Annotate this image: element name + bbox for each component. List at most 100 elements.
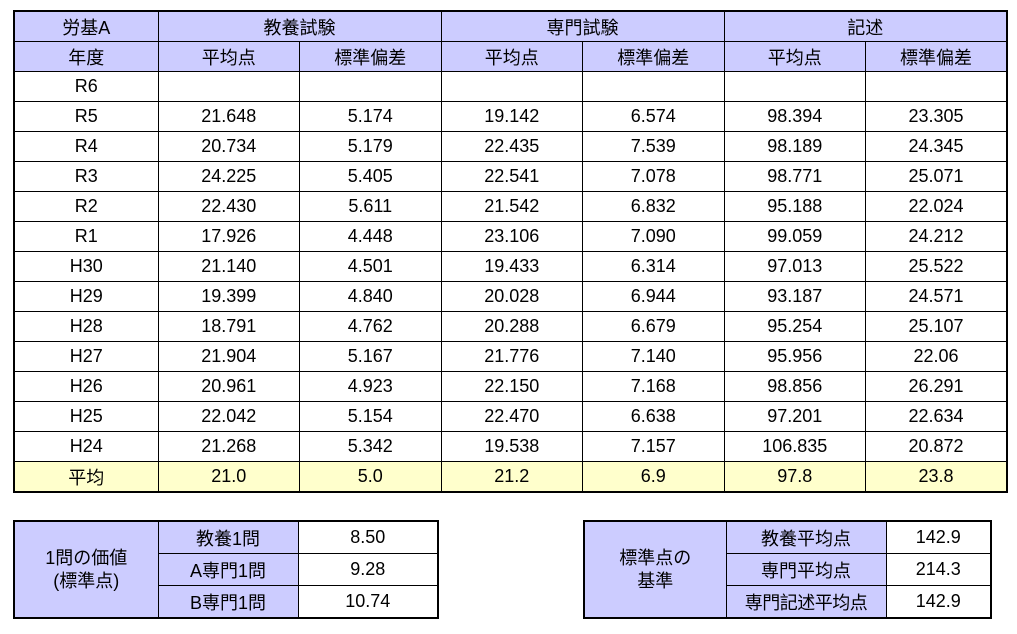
table-row: R4 20.734 5.179 22.435 7.539 98.189 24.345: [13, 131, 1008, 162]
table-row: H28 18.791 4.762 20.288 6.679 95.254 25.107: [13, 311, 1008, 342]
year-cell: H25: [13, 401, 159, 432]
value-cell: 4.840: [299, 281, 442, 312]
value-cell: 20.288: [440, 311, 583, 342]
value-cell: 7.140: [582, 341, 725, 372]
group-header-row: 労基A 教養試験 専門試験 記述: [13, 10, 1008, 42]
value-cell: 24.212: [865, 221, 1008, 252]
row-label: 専門平均点: [725, 553, 887, 586]
sub-header-mean-2: 平均点: [723, 41, 866, 72]
value-cell: 7.157: [582, 431, 725, 462]
group-header-senmon: 専門試験: [440, 10, 725, 42]
average-value: 5.0: [299, 461, 442, 493]
table-row: H30 21.140 4.501 19.433 6.314 97.013 25.522: [13, 251, 1008, 282]
value-cell: 95.956: [723, 341, 866, 372]
year-cell: R5: [13, 101, 159, 132]
table-row: H25 22.042 5.154 22.470 6.638 97.201 22.634: [13, 401, 1008, 432]
value-cell: [157, 71, 300, 102]
value-cell: 98.856: [723, 371, 866, 402]
value-cell: [723, 71, 866, 102]
value-cell: 4.923: [299, 371, 442, 402]
row-value: 142.9: [885, 585, 992, 619]
value-cell: 5.174: [299, 101, 442, 132]
value-cell: 98.189: [723, 131, 866, 162]
value-cell: 98.394: [723, 101, 866, 132]
corner-title: 労基A: [13, 10, 159, 42]
year-cell: H24: [13, 431, 159, 462]
value-cell: 97.013: [723, 251, 866, 282]
value-cell: 23.106: [440, 221, 583, 252]
value-cell: 21.648: [157, 101, 300, 132]
year-cell: R2: [13, 191, 159, 222]
value-cell: 5.342: [299, 431, 442, 462]
value-cell: 18.791: [157, 311, 300, 342]
question-value-title-line2: (標準点): [53, 570, 120, 591]
value-cell: 22.06: [865, 341, 1008, 372]
value-cell: 5.179: [299, 131, 442, 162]
table-row: R1 17.926 4.448 23.106 7.090 99.059 24.212: [13, 221, 1008, 252]
question-value-table: 1問の価値 (標準点) 教養1問 8.50 A専門1問 9.28 B専門1問 1…: [13, 520, 439, 619]
sub-header-sd-2: 標準偏差: [865, 41, 1008, 72]
table-row: 専門平均点 214.3: [584, 553, 992, 586]
row-label: B専門1問: [157, 585, 299, 619]
value-cell: 19.433: [440, 251, 583, 282]
table-row: 標準点の 基準 教養平均点 142.9: [583, 520, 992, 619]
value-cell: 106.835: [723, 431, 866, 462]
value-cell: [440, 71, 583, 102]
value-cell: 7.078: [582, 161, 725, 192]
value-cell: 19.538: [440, 431, 583, 462]
value-cell: 25.522: [865, 251, 1008, 282]
value-cell: 20.028: [440, 281, 583, 312]
table-row: H29 19.399 4.840 20.028 6.944 93.187 24.571: [13, 281, 1008, 312]
value-cell: 6.944: [582, 281, 725, 312]
table-row: R5 21.648 5.174 19.142 6.574 98.394 23.305: [13, 101, 1008, 132]
row-value: 9.28: [297, 553, 439, 586]
row-value: 142.9: [885, 520, 992, 554]
sub-header-sd-0: 標準偏差: [299, 41, 442, 72]
row-label: A専門1問: [157, 553, 299, 586]
year-cell: H29: [13, 281, 159, 312]
year-cell: H26: [13, 371, 159, 402]
value-cell: 22.634: [865, 401, 1008, 432]
value-cell: 7.168: [582, 371, 725, 402]
row-value: 10.74: [297, 585, 439, 619]
value-cell: 6.314: [582, 251, 725, 282]
table-row: H26 20.961 4.923 22.150 7.168 98.856 26.291: [13, 371, 1008, 402]
question-value-title: 1問の価値 (標準点): [13, 520, 159, 619]
value-cell: 95.254: [723, 311, 866, 342]
value-cell: 4.448: [299, 221, 442, 252]
year-cell: H28: [13, 311, 159, 342]
value-cell: 97.201: [723, 401, 866, 432]
value-cell: 5.611: [299, 191, 442, 222]
value-cell: 93.187: [723, 281, 866, 312]
sub-header-mean-1: 平均点: [440, 41, 583, 72]
value-cell: 6.638: [582, 401, 725, 432]
value-cell: 22.430: [157, 191, 300, 222]
table-row: 専門記述平均点 142.9: [584, 585, 992, 619]
sub-header-mean-0: 平均点: [157, 41, 300, 72]
value-cell: 5.405: [299, 161, 442, 192]
value-cell: 5.154: [299, 401, 442, 432]
standard-point-title-line1: 標準点の: [619, 548, 692, 568]
value-cell: 20.961: [157, 371, 300, 402]
table-row: 1問の価値 (標準点) 教養1問 8.50: [13, 520, 439, 619]
sub-header-sd-1: 標準偏差: [582, 41, 725, 72]
value-cell: 24.345: [865, 131, 1008, 162]
year-cell: H30: [13, 251, 159, 282]
value-cell: 20.734: [157, 131, 300, 162]
table-row: H27 21.904 5.167 21.776 7.140 95.956 22.06: [13, 341, 1008, 372]
value-cell: 21.904: [157, 341, 300, 372]
value-cell: 20.872: [865, 431, 1008, 462]
average-row: 平均 21.0 5.0 21.2 6.9 97.8 23.8: [13, 461, 1008, 493]
value-cell: 21.268: [157, 431, 300, 462]
value-cell: 7.090: [582, 221, 725, 252]
value-cell: 19.399: [157, 281, 300, 312]
value-cell: 25.107: [865, 311, 1008, 342]
value-cell: 6.832: [582, 191, 725, 222]
group-header-kijutsu: 記述: [723, 10, 1008, 42]
row-label: 教養平均点: [725, 520, 887, 554]
value-cell: 7.539: [582, 131, 725, 162]
table-row: A専門1問 9.28: [14, 553, 439, 586]
standard-point-title-line2: 基準: [637, 570, 674, 591]
value-cell: [299, 71, 442, 102]
year-cell: R4: [13, 131, 159, 162]
